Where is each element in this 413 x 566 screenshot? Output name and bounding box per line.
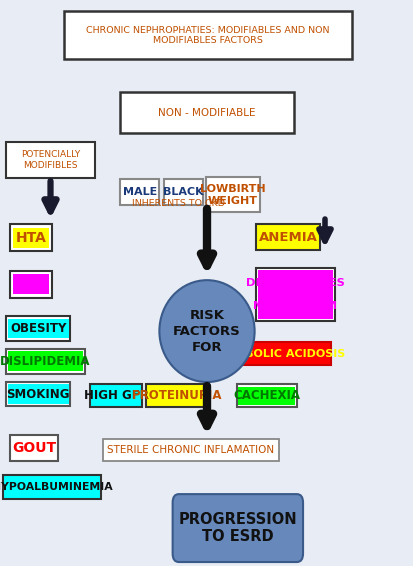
Text: DISTURBANCES
IN MINERAL
METABOLISM: DISTURBANCES IN MINERAL METABOLISM	[245, 278, 344, 311]
Text: RISK
FACTORS
FOR: RISK FACTORS FOR	[173, 308, 240, 354]
FancyBboxPatch shape	[236, 384, 296, 407]
FancyBboxPatch shape	[255, 268, 334, 321]
Ellipse shape	[159, 280, 254, 382]
FancyBboxPatch shape	[163, 179, 202, 205]
Text: POTENCIALLY
MODIFIBLES: POTENCIALLY MODIFIBLES	[21, 150, 80, 170]
FancyBboxPatch shape	[145, 384, 207, 407]
Text: CHRONIC NEPHROPHATIES: MODIFIABLES AND NON
MODIFIABLES FACTORS: CHRONIC NEPHROPHATIES: MODIFIABLES AND N…	[86, 25, 329, 45]
Text: MALE: MALE	[122, 187, 157, 197]
Text: NON - MODIFIABLE: NON - MODIFIABLE	[158, 108, 255, 118]
FancyBboxPatch shape	[172, 494, 302, 562]
FancyBboxPatch shape	[13, 274, 49, 294]
Text: BLACK: BLACK	[162, 187, 203, 197]
FancyBboxPatch shape	[8, 319, 69, 338]
FancyBboxPatch shape	[8, 384, 69, 404]
FancyBboxPatch shape	[255, 224, 319, 250]
Text: INHERENTS TO CKD: INHERENTS TO CKD	[132, 199, 225, 208]
Text: GOUT: GOUT	[12, 441, 56, 455]
FancyBboxPatch shape	[120, 92, 293, 133]
FancyBboxPatch shape	[120, 179, 159, 205]
Text: HTA: HTA	[16, 231, 46, 245]
FancyBboxPatch shape	[64, 11, 351, 59]
Text: HYPOALBUMINEMIA: HYPOALBUMINEMIA	[0, 482, 112, 492]
Text: DISLIPIDEMIA: DISLIPIDEMIA	[0, 355, 90, 368]
FancyBboxPatch shape	[102, 439, 278, 461]
Text: PROGRESSION
TO ESRD: PROGRESSION TO ESRD	[178, 512, 297, 544]
Text: METABOLIC ACIDOSIS: METABOLIC ACIDOSIS	[211, 349, 345, 359]
Text: DM: DM	[17, 277, 45, 291]
FancyBboxPatch shape	[6, 316, 70, 341]
Text: SMOKING: SMOKING	[7, 388, 70, 401]
Text: HIGH GFR: HIGH GFR	[83, 389, 148, 402]
Text: STERILE CHRONIC INFLAMATION: STERILE CHRONIC INFLAMATION	[107, 445, 273, 455]
FancyBboxPatch shape	[3, 475, 100, 499]
FancyBboxPatch shape	[6, 382, 70, 406]
FancyBboxPatch shape	[10, 224, 52, 251]
FancyBboxPatch shape	[225, 342, 330, 365]
FancyBboxPatch shape	[6, 349, 85, 374]
Text: LOWBIRTH
WEIGHT: LOWBIRTH WEIGHT	[200, 184, 265, 205]
Text: ANEMIA: ANEMIA	[258, 231, 317, 243]
Text: OBESITY: OBESITY	[10, 322, 66, 335]
FancyBboxPatch shape	[6, 142, 95, 178]
FancyBboxPatch shape	[10, 435, 58, 461]
FancyBboxPatch shape	[206, 177, 259, 212]
FancyBboxPatch shape	[8, 351, 83, 371]
Text: PROTEINURIA: PROTEINURIA	[131, 389, 221, 402]
FancyBboxPatch shape	[90, 384, 142, 407]
FancyBboxPatch shape	[257, 270, 332, 319]
Text: CACHEXIA: CACHEXIA	[233, 389, 299, 402]
FancyBboxPatch shape	[238, 387, 294, 405]
FancyBboxPatch shape	[10, 271, 52, 298]
FancyBboxPatch shape	[13, 228, 49, 248]
